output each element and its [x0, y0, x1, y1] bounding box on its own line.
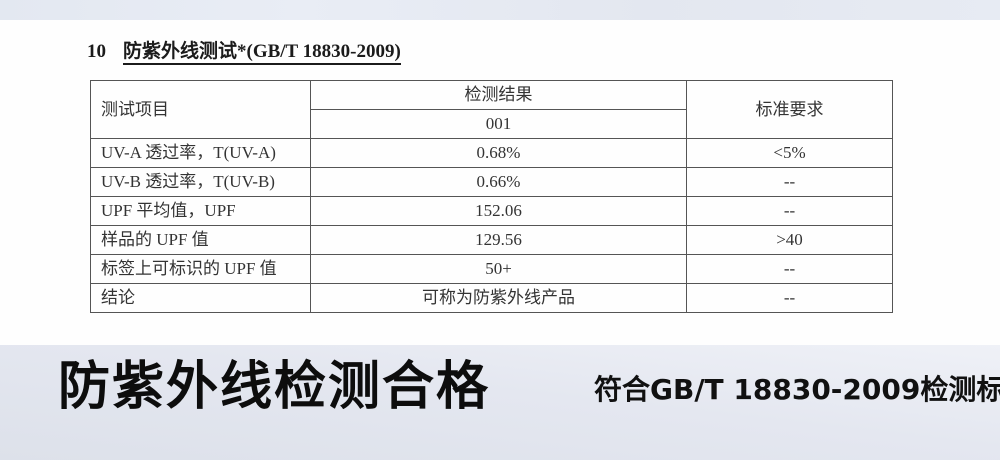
cell-result: 50+	[310, 254, 687, 284]
header-cell-standard: 标准要求	[686, 80, 893, 139]
table-row: 标签上可标识的 UPF 值 50+ --	[90, 254, 893, 284]
table-row: UPF 平均值，UPF 152.06 --	[90, 196, 893, 226]
cell-standard: --	[686, 283, 893, 313]
result-banner: 防紫外线检测合格 符合GB/T 18830-2009检测标准	[0, 345, 1000, 460]
banner-subline: 符合GB/T 18830-2009检测标准	[594, 373, 1000, 406]
table-row: 结论 可称为防紫外线产品 --	[90, 283, 893, 313]
section-number: 10	[87, 41, 106, 62]
cell-result: 129.56	[310, 225, 687, 255]
banner-headline: 防紫外线检测合格	[58, 357, 491, 417]
cell-item: 结论	[90, 283, 311, 313]
table-header-row-2: 001	[91, 109, 893, 139]
table-row: UV-A 透过率，T(UV-A) 0.68% <5%	[90, 138, 893, 168]
report-document: 10 防紫外线测试*(GB/T 18830-2009) 测试项目 检测结果 标准要…	[0, 20, 1000, 345]
cell-standard: <5%	[686, 138, 893, 168]
section-heading: 10 防紫外线测试*(GB/T 18830-2009)	[87, 36, 401, 65]
table-header-row-1: 测试项目 检测结果 标准要求	[90, 80, 893, 139]
cell-standard: >40	[686, 225, 893, 255]
cell-item: UV-A 透过率，T(UV-A)	[90, 138, 311, 168]
header-cell-result-group: 检测结果	[310, 80, 687, 110]
cell-result: 可称为防紫外线产品	[310, 283, 687, 313]
cell-item: UV-B 透过率，T(UV-B)	[90, 167, 311, 197]
table-row: 样品的 UPF 值 129.56 >40	[90, 225, 893, 255]
table-row: UV-B 透过率，T(UV-B) 0.66% --	[90, 167, 893, 197]
cell-result: 152.06	[310, 196, 687, 226]
cell-result: 0.68%	[310, 138, 687, 168]
header-cell-item: 测试项目	[90, 80, 311, 139]
header-cell-sample-id: 001	[310, 109, 687, 139]
cell-item: 样品的 UPF 值	[90, 225, 311, 255]
cell-result: 0.66%	[310, 167, 687, 197]
cell-standard: --	[686, 254, 893, 284]
cell-standard: --	[686, 196, 893, 226]
test-result-table: 测试项目 检测结果 标准要求 001 UV-A 透过率，T(UV-A) 0.68…	[90, 80, 893, 313]
cell-item: 标签上可标识的 UPF 值	[90, 254, 311, 284]
section-title: 防紫外线测试*(GB/T 18830-2009)	[123, 41, 401, 65]
top-band	[0, 0, 1000, 20]
cell-item: UPF 平均值，UPF	[90, 196, 311, 226]
cell-standard: --	[686, 167, 893, 197]
